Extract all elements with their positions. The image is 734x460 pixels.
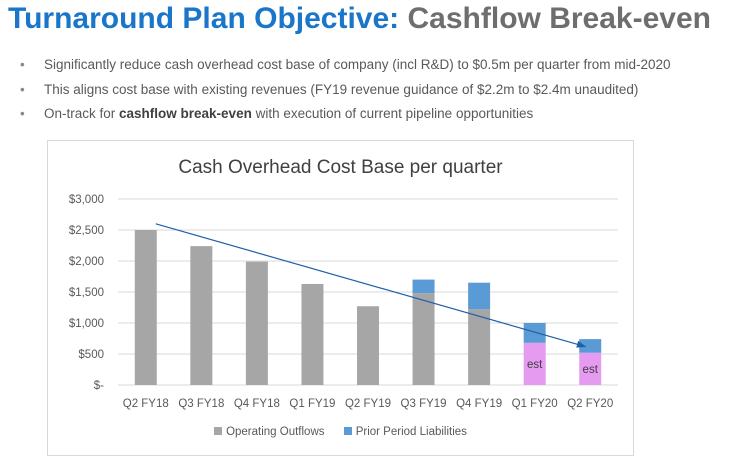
bullet-item: Significantly reduce cash overhead cost … [20,56,671,81]
y-tick-label: $2,500 [69,225,104,237]
legend-swatch [214,427,223,435]
bullet-text: On-track for [44,106,120,121]
bullet-item: This aligns cost base with existing reve… [20,81,671,106]
bar-operating-outflows [134,230,157,385]
x-tick-label: Q1 FY19 [289,398,335,410]
legend-item: Operating Outflows [214,426,325,438]
bar-operating-outflows [245,261,268,385]
bar-prior-period-liabilities [523,323,546,343]
x-tick-label: Q2 FY20 [567,398,613,410]
estimate-label: est [583,364,599,376]
legend-swatch [343,427,352,435]
bullet-bold-text: cashflow break-even [119,106,252,121]
trendline-arrow [155,223,587,348]
y-tick-label: $- [94,380,104,392]
chart-legend: Operating Outflows Prior Period Liabilit… [48,426,633,438]
y-tick-label: $1,500 [69,287,104,299]
chart-plot: $- $500 $1,000 $1,500 $2,000 $2,500 $3,000 Q2 F… [69,194,618,410]
legend-label: Operating Outflows [226,426,325,438]
y-tick-label: $2,000 [69,256,104,268]
x-tick-label: Q3 FY18 [178,398,224,410]
y-tick-label: $1,000 [69,318,104,330]
bullet-text: with execution of current pipeline oppor… [251,106,534,121]
bar-prior-period-liabilities [468,282,491,310]
x-tick-label: Q1 FY20 [512,398,558,410]
bar-operating-outflows [468,309,491,385]
bar-operating-outflows [523,342,546,385]
bar-operating-outflows [357,306,379,385]
legend-item: Prior Period Liabilities [343,426,467,438]
y-tick-label: $500 [78,349,104,361]
legend-label: Prior Period Liabilities [355,426,467,438]
bullet-item: On-track for cashflow break-even with ex… [20,105,671,130]
x-tick-label: Q4 FY18 [234,398,280,410]
slide-title-goal: Cashflow Break-even [407,2,711,35]
bar-prior-period-liabilities [412,279,435,294]
chart-frame: Cash Overhead Cost Base per quarter $- $5… [47,140,634,456]
slide-title-objective: Turnaround Plan Objective: [8,2,400,35]
slide-title: Turnaround Plan Objective: Cashflow Brea… [8,2,711,36]
bullet-list: Significantly reduce cash overhead cost … [20,56,671,130]
chart-title: Cash Overhead Cost Base per quarter [178,157,503,178]
bar-operating-outflows [301,283,324,385]
y-tick-label: $3,000 [69,194,104,206]
bullet-text: This aligns cost base with existing reve… [44,81,639,97]
bar-operating-outflows [579,352,602,385]
x-tick-label: Q2 FY19 [345,398,391,410]
bar-operating-outflows [412,293,435,385]
bullet-text: Significantly reduce cash overhead cost … [44,57,671,72]
bar-operating-outflows [190,246,213,385]
x-tick-label: Q3 FY19 [401,398,447,410]
x-tick-label: Q2 FY18 [123,398,169,410]
estimate-label: est [527,359,543,371]
x-tick-label: Q4 FY19 [456,398,502,410]
